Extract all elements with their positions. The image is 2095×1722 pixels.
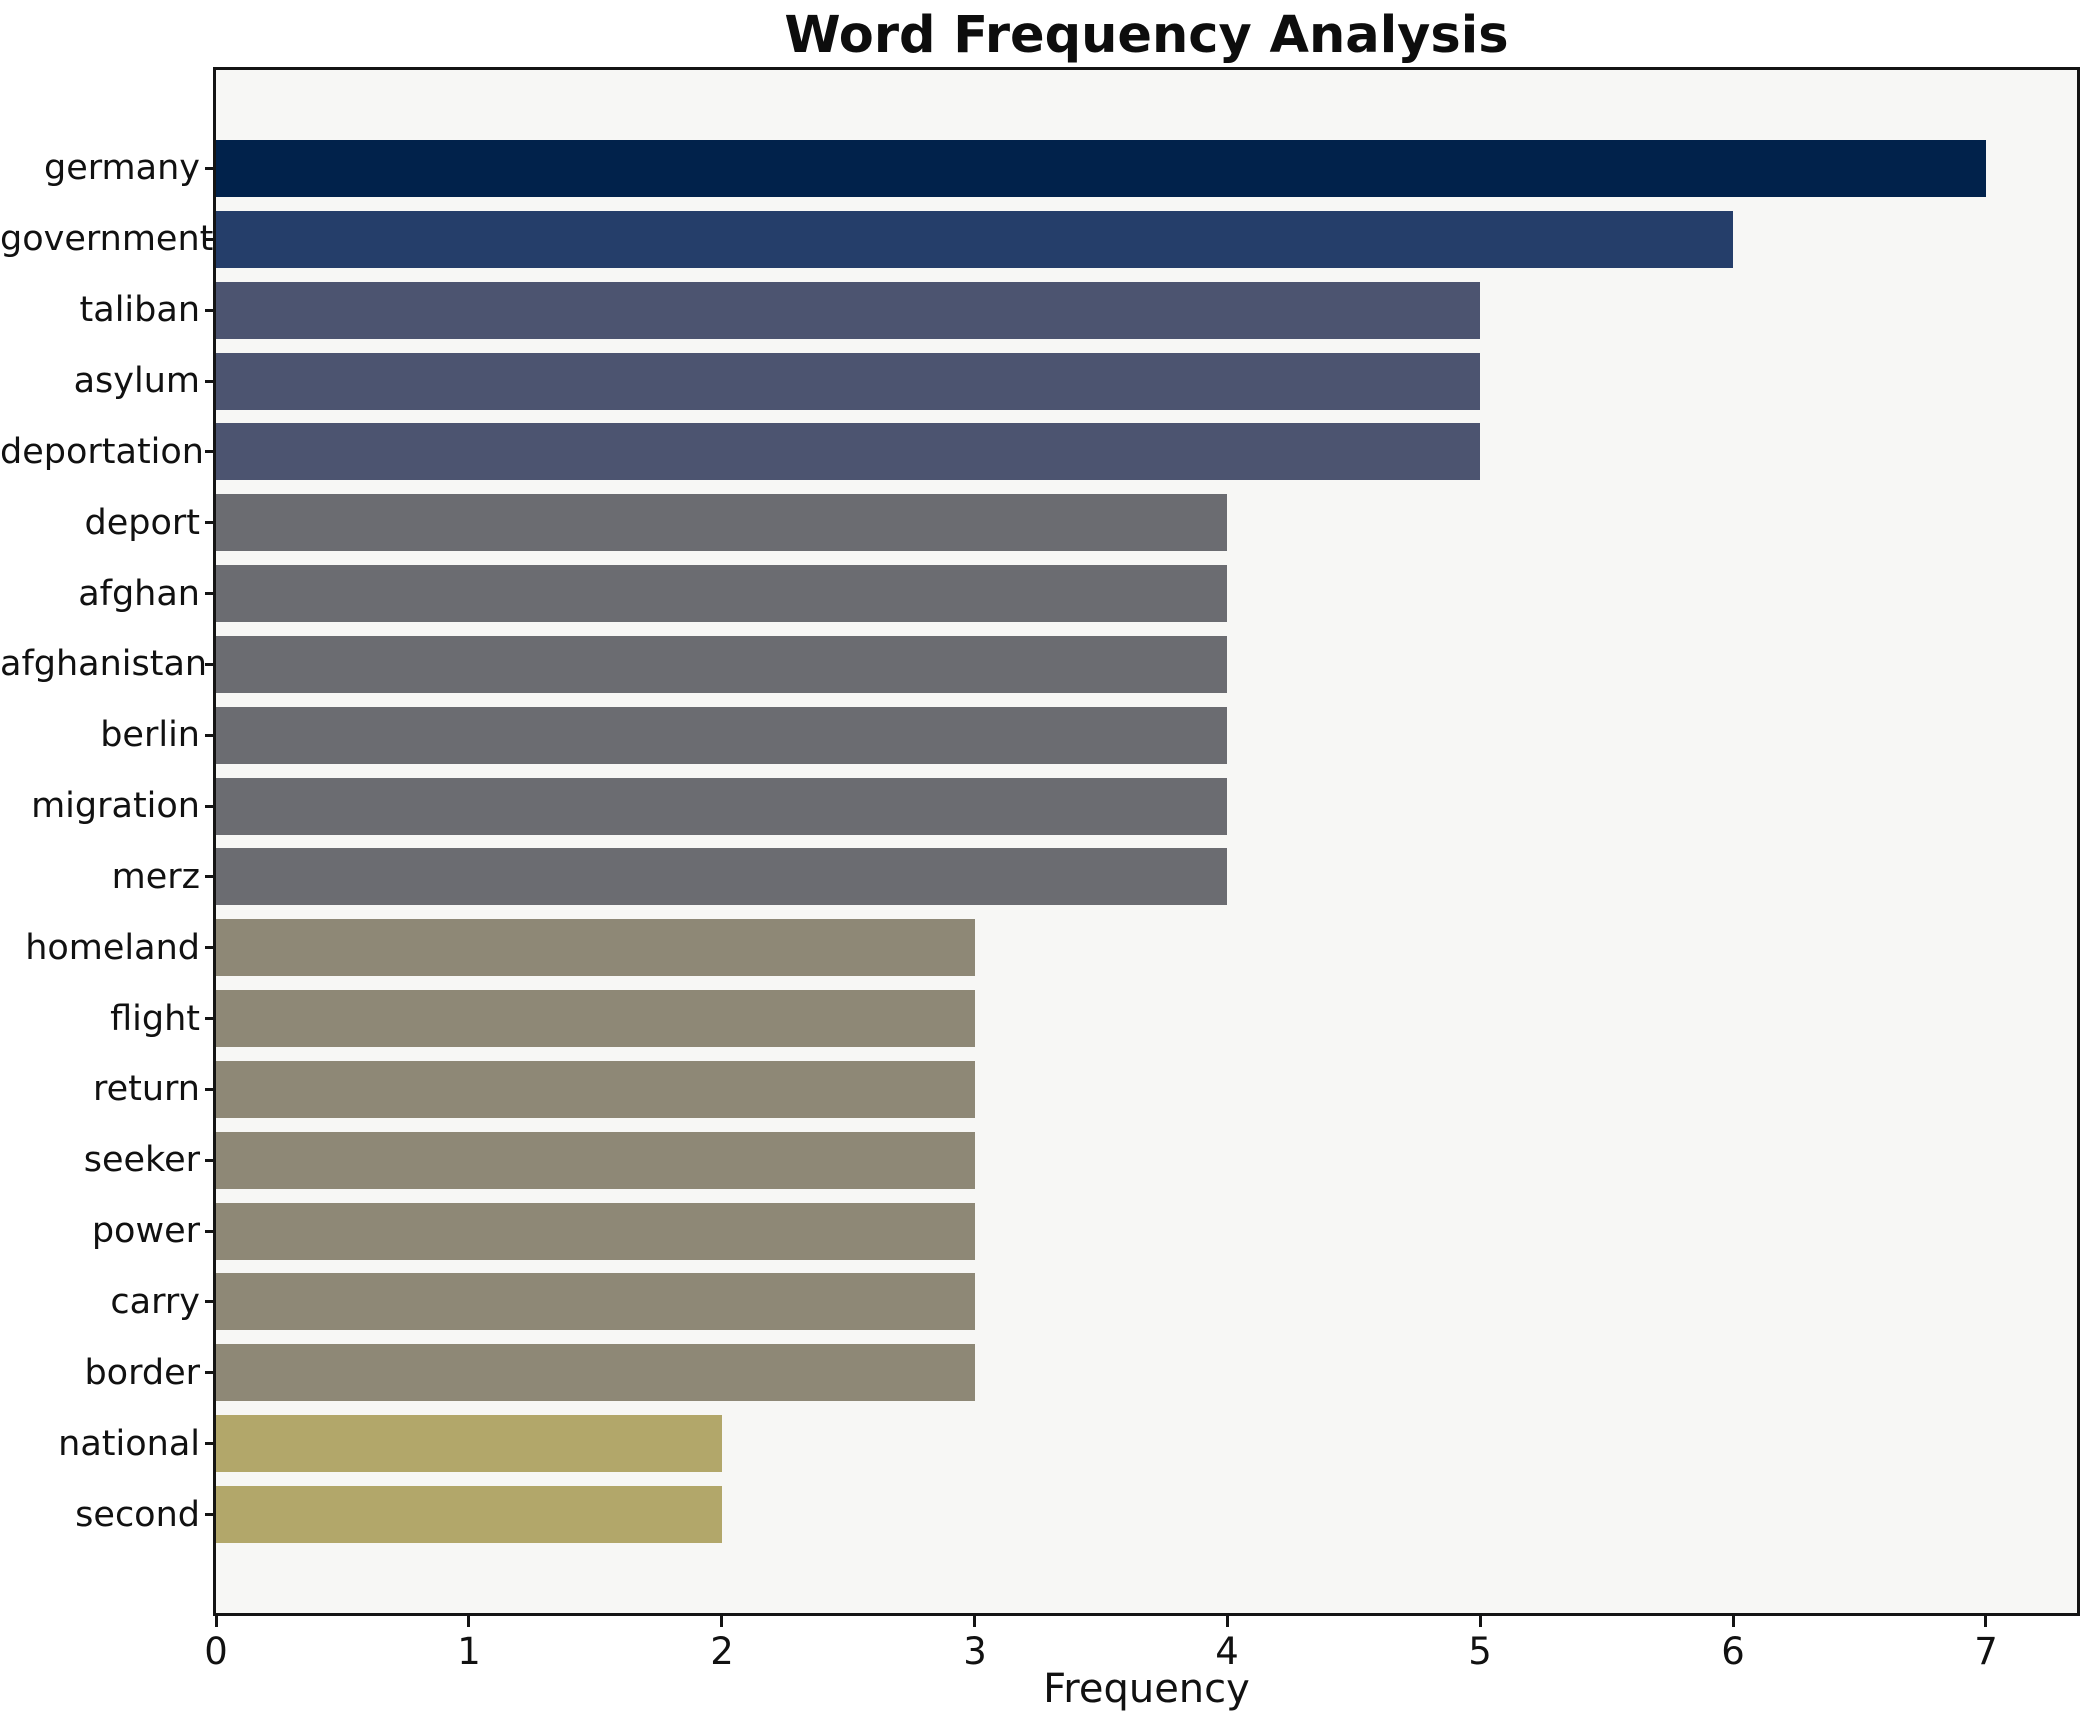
bar-second: [216, 1486, 722, 1543]
y-tick-mark: [205, 1513, 216, 1516]
y-tick-mark: [205, 1442, 216, 1445]
y-tick-label: deportation: [0, 432, 204, 472]
y-tick-mark: [205, 875, 216, 878]
y-tick-mark: [205, 380, 216, 383]
y-tick-label: carry: [110, 1282, 200, 1322]
y-tick-label: afghanistan: [0, 644, 208, 684]
bar-seeker: [216, 1132, 975, 1189]
bar-migration: [216, 778, 1227, 835]
x-tick-label: 4: [1215, 1630, 1239, 1673]
bar-afghanistan: [216, 636, 1227, 693]
y-tick-label: taliban: [79, 290, 200, 330]
x-tick-label: 0: [204, 1630, 228, 1673]
x-tick-mark: [1479, 1616, 1482, 1627]
y-tick-mark: [205, 805, 216, 808]
x-tick-label: 5: [1468, 1630, 1492, 1673]
x-tick-mark: [215, 1616, 218, 1627]
x-tick-label: 2: [710, 1630, 734, 1673]
x-axis-label: Frequency: [1043, 1666, 1250, 1712]
bar-afghan: [216, 565, 1227, 622]
x-tick-mark: [467, 1616, 470, 1627]
y-tick-mark: [205, 450, 216, 453]
bar-merz: [216, 848, 1227, 905]
y-tick-label: merz: [111, 857, 200, 897]
y-tick-label: seeker: [83, 1140, 200, 1180]
y-tick-label: afghan: [78, 574, 200, 614]
bar-national: [216, 1415, 722, 1472]
x-tick-mark: [973, 1616, 976, 1627]
x-tick-mark: [1984, 1616, 1987, 1627]
y-tick-label: germany: [44, 148, 200, 188]
bar-deportation: [216, 423, 1480, 480]
y-tick-mark: [205, 1159, 216, 1162]
x-tick-mark: [720, 1616, 723, 1627]
bar-asylum: [216, 353, 1480, 410]
y-tick-mark: [205, 1088, 216, 1091]
y-tick-mark: [205, 592, 216, 595]
y-tick-mark: [205, 521, 216, 524]
y-tick-mark: [205, 167, 216, 170]
chart-title: Word Frequency Analysis: [784, 6, 1509, 65]
y-tick-mark: [205, 1230, 216, 1233]
y-tick-label: government: [0, 219, 214, 259]
x-tick-mark: [1732, 1616, 1735, 1627]
x-tick-label: 6: [1721, 1630, 1745, 1673]
y-tick-label: second: [75, 1495, 200, 1535]
y-tick-label: asylum: [73, 361, 200, 401]
y-tick-label: berlin: [100, 715, 200, 755]
bar-layer: [216, 70, 2077, 1613]
bar-deport: [216, 494, 1227, 551]
x-tick-mark: [1226, 1616, 1229, 1627]
bar-return: [216, 1061, 975, 1118]
y-tick-label: return: [92, 1069, 200, 1109]
y-tick-mark: [205, 1371, 216, 1374]
y-tick-mark: [205, 946, 216, 949]
bar-power: [216, 1203, 975, 1260]
bar-carry: [216, 1273, 975, 1330]
bar-government: [216, 211, 1733, 268]
y-tick-label: power: [91, 1211, 200, 1251]
y-tick-mark: [205, 309, 216, 312]
y-tick-mark: [205, 734, 216, 737]
bar-berlin: [216, 707, 1227, 764]
bar-homeland: [216, 919, 975, 976]
x-tick-label: 7: [1974, 1630, 1998, 1673]
x-tick-label: 1: [457, 1630, 481, 1673]
x-tick-label: 3: [963, 1630, 987, 1673]
y-tick-mark: [205, 663, 216, 666]
y-tick-label: homeland: [25, 928, 200, 968]
y-tick-label: border: [84, 1353, 200, 1393]
y-tick-label: national: [58, 1424, 200, 1464]
bar-taliban: [216, 282, 1480, 339]
y-tick-mark: [205, 1017, 216, 1020]
bar-flight: [216, 990, 975, 1047]
y-tick-label: migration: [31, 786, 200, 826]
y-tick-label: flight: [110, 999, 200, 1039]
y-tick-mark: [205, 238, 216, 241]
bar-border: [216, 1344, 975, 1401]
bar-germany: [216, 140, 1986, 197]
y-tick-mark: [205, 1300, 216, 1303]
y-tick-label: deport: [84, 503, 201, 543]
